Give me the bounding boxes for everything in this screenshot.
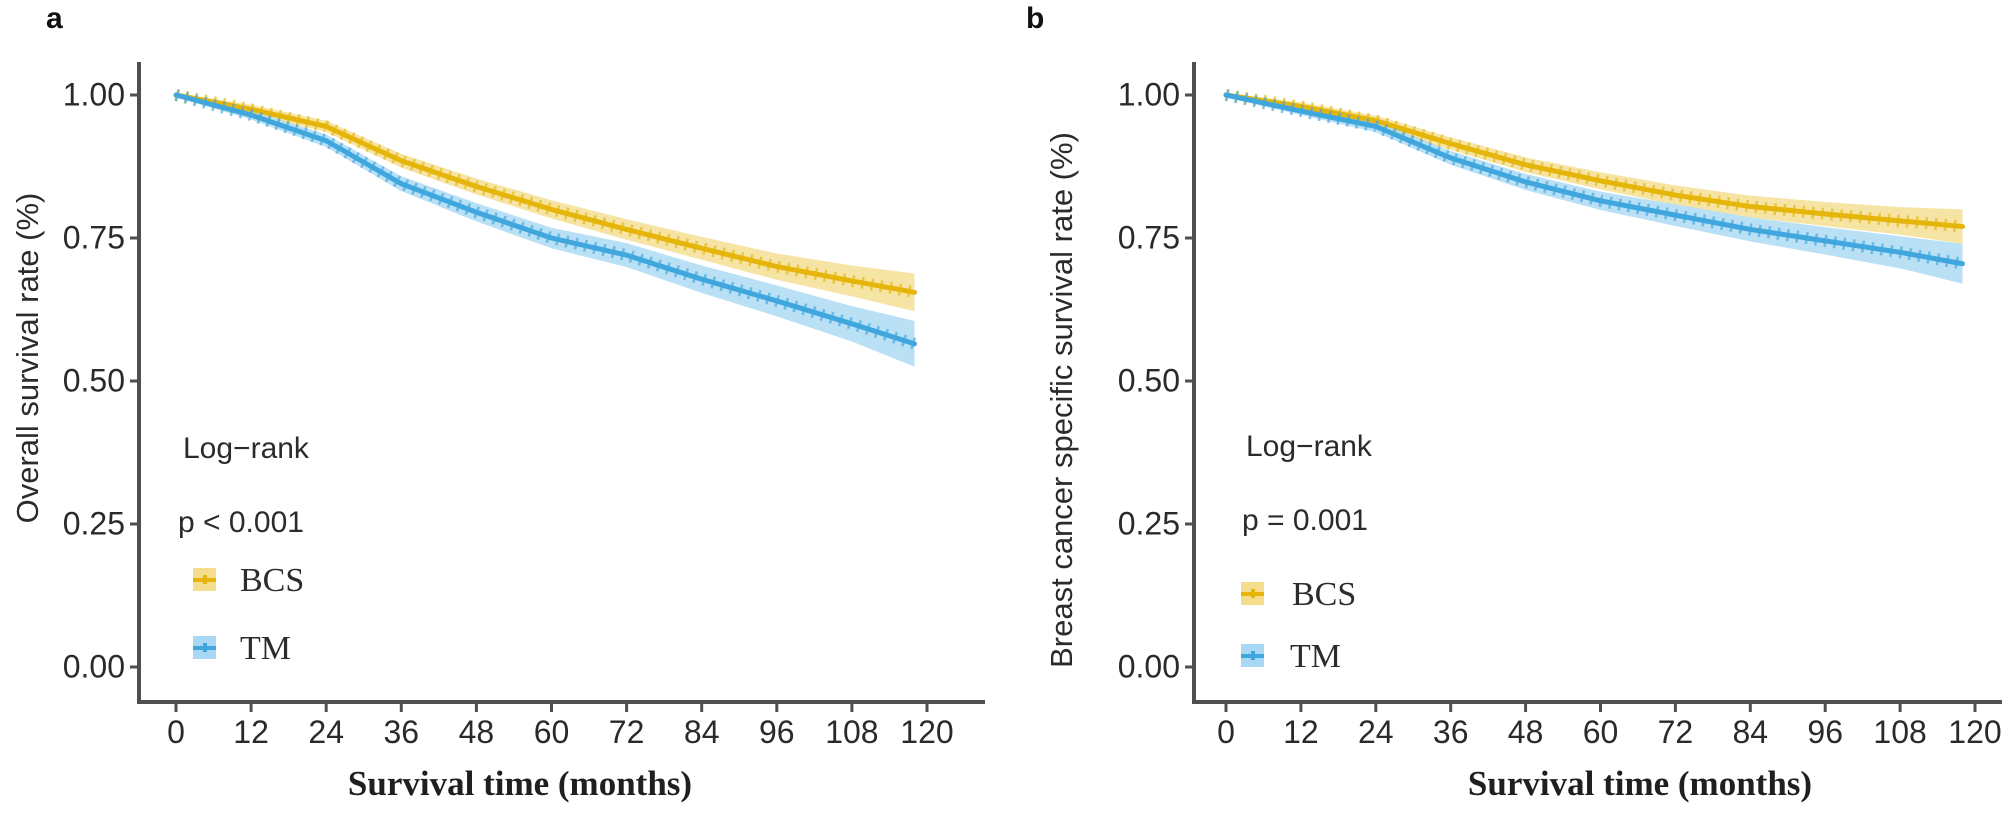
legend-key-tick: [1250, 651, 1255, 660]
x-tick-label: 60: [1582, 714, 1619, 750]
panel-b-legend-label-bcs: BCS: [1292, 576, 1357, 613]
ci-band-tm: [1226, 92, 1963, 284]
survival-curve-tm: [1223, 92, 1966, 267]
panel-b-y-axis-label: Breast cancer specific survival rate (%): [1044, 132, 1079, 668]
panel-b-legend-pvalue: p = 0.001: [1242, 504, 1368, 537]
x-tick-label: 0: [1217, 714, 1235, 750]
panel-a-legend-label-tm: TM: [240, 630, 291, 667]
panel-a-legend-key-bcs: [193, 568, 216, 591]
survival-curve-bcs: [173, 92, 917, 295]
ci-band-tm: [176, 92, 915, 367]
x-tick-label: 24: [1358, 714, 1394, 750]
x-tick-label: 36: [383, 714, 420, 750]
x-tick-label: 12: [233, 714, 269, 750]
y-tick-label: 0.25: [1117, 505, 1180, 542]
legend-key-tick: [202, 575, 207, 584]
x-tick-label: 96: [758, 714, 795, 750]
x-tick-label: 108: [825, 714, 879, 750]
y-tick-label: 1.00: [1117, 76, 1180, 113]
y-tick-label: 0.00: [1117, 648, 1180, 685]
panel-a-x-axis-label: Survival time (months): [347, 764, 693, 803]
survival-curve-tm: [173, 92, 917, 347]
x-tick-label: 72: [608, 714, 645, 750]
x-tick-label: 120: [900, 714, 954, 750]
y-tick-label: 0.25: [62, 505, 125, 542]
x-tick-label: 12: [1283, 714, 1319, 750]
x-tick-label: 48: [1507, 714, 1544, 750]
legend-key-tick: [202, 643, 207, 652]
panel-a-legend-key-tm: [193, 636, 216, 659]
panel-a-legend-label-bcs: BCS: [240, 562, 305, 599]
x-tick-label: 108: [1873, 714, 1927, 750]
x-tick-label: 84: [683, 714, 720, 750]
panel-a-legend-pvalue: p < 0.001: [178, 506, 304, 539]
x-tick-label: 0: [167, 714, 185, 750]
legend-key-tick: [1250, 589, 1255, 598]
y-tick-label: 0.50: [1117, 362, 1180, 399]
x-tick-label: 36: [1432, 714, 1469, 750]
x-tick-label: 84: [1732, 714, 1769, 750]
x-tick-label: 96: [1807, 714, 1843, 750]
panel-a-legend-title: Log−rank: [183, 432, 309, 465]
panel-b-legend-key-bcs: [1241, 582, 1264, 605]
y-tick-label: 0.75: [62, 219, 125, 256]
x-tick-label: 60: [533, 714, 570, 750]
survival-curve-bcs: [1223, 92, 1966, 230]
y-tick-label: 0.75: [1117, 219, 1180, 256]
panel-b-x-axis-label: Survival time (months): [1467, 764, 1813, 803]
y-tick-label: 0.00: [62, 648, 125, 685]
panel-b-letter: b: [1026, 2, 1045, 35]
x-tick-label: 120: [1948, 714, 2002, 750]
panel-a-y-axis-label: Overall survival rate (%): [10, 192, 45, 524]
x-tick-label: 72: [1657, 714, 1694, 750]
x-tick-label: 48: [458, 714, 495, 750]
y-tick-label: 1.00: [62, 76, 125, 113]
x-tick-label: 24: [308, 714, 344, 750]
panel-b-legend-label-tm: TM: [1290, 638, 1341, 675]
y-tick-label: 0.50: [62, 362, 125, 399]
panel-a-letter: a: [46, 2, 63, 35]
panel-b-legend-title: Log−rank: [1246, 430, 1372, 463]
panel-b-legend-key-tm: [1241, 644, 1264, 667]
